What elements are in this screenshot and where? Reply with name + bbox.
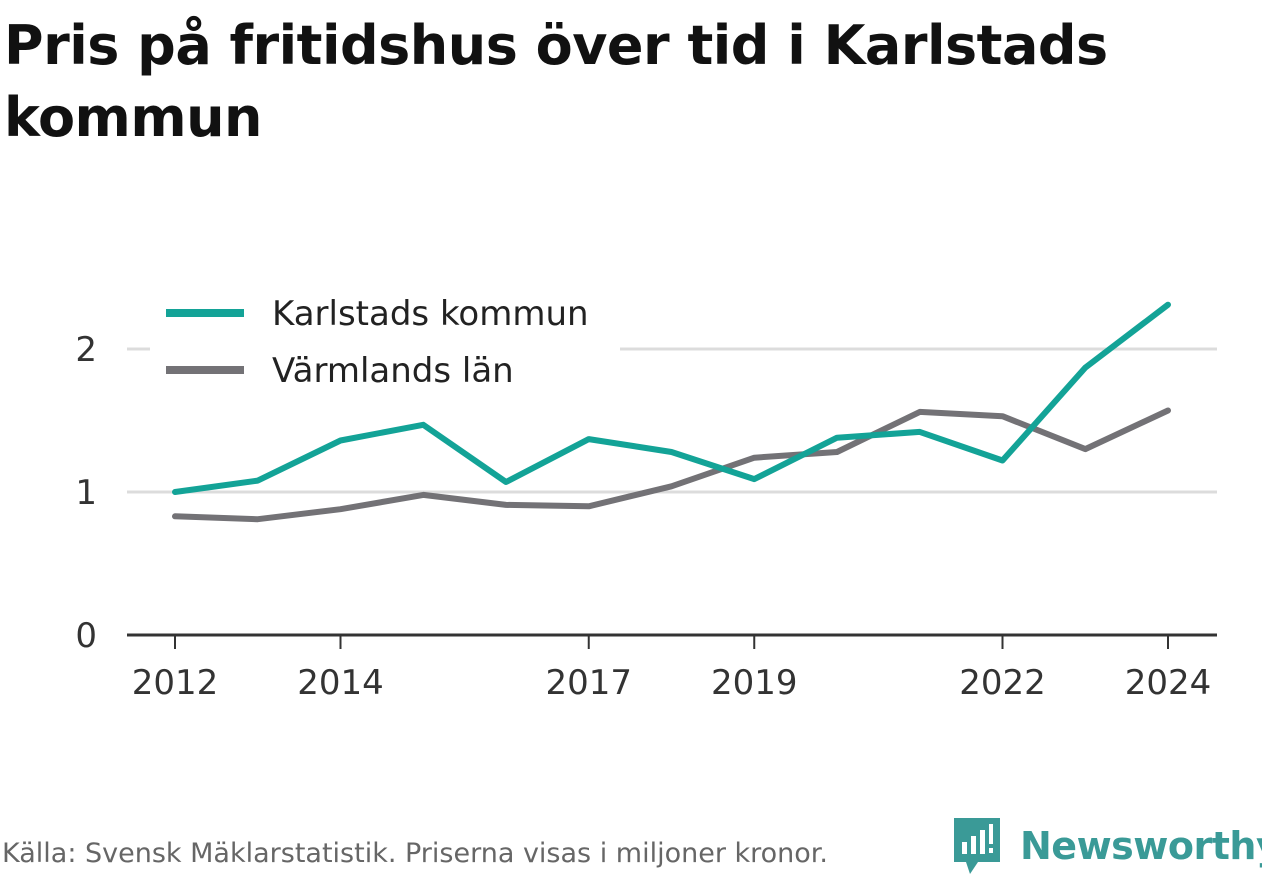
line-chart: 2012 2014 2017 2019 2022 2024 0 1 2 Karlstads k… bbox=[75, 288, 1217, 703]
y-axis: 0 1 2 bbox=[75, 330, 97, 656]
legend-label: Värmlands län bbox=[272, 351, 514, 391]
brand-name: Newsworthy bbox=[1020, 824, 1262, 868]
legend-label: Karlstads kommun bbox=[272, 294, 589, 334]
series-lines bbox=[172, 301, 1171, 523]
legend-background bbox=[150, 288, 620, 392]
x-tick-label: 2017 bbox=[545, 663, 632, 703]
legend: Karlstads kommun Värmlands län bbox=[150, 288, 620, 392]
x-tick-label: 2014 bbox=[297, 663, 384, 703]
x-tick-label: 2012 bbox=[132, 663, 219, 703]
y-tick-label: 1 bbox=[75, 473, 97, 513]
chart-title: Pris på fritidshus över tid i Karlstads … bbox=[4, 14, 1108, 149]
y-tick-label: 0 bbox=[75, 616, 97, 656]
x-tick-label: 2022 bbox=[959, 663, 1046, 703]
x-tick-label: 2024 bbox=[1125, 663, 1212, 703]
y-tick-label: 2 bbox=[75, 330, 97, 370]
series-line bbox=[172, 301, 1171, 495]
series-line bbox=[172, 407, 1171, 523]
newsworthy-logo-icon bbox=[954, 818, 1000, 874]
source-note: Källa: Svensk Mäklarstatistik. Priserna … bbox=[2, 838, 829, 869]
x-tick-label: 2019 bbox=[711, 663, 798, 703]
x-axis: 2012 2014 2017 2019 2022 2024 bbox=[127, 633, 1217, 703]
brand-logo: Newsworthy bbox=[952, 818, 1262, 874]
